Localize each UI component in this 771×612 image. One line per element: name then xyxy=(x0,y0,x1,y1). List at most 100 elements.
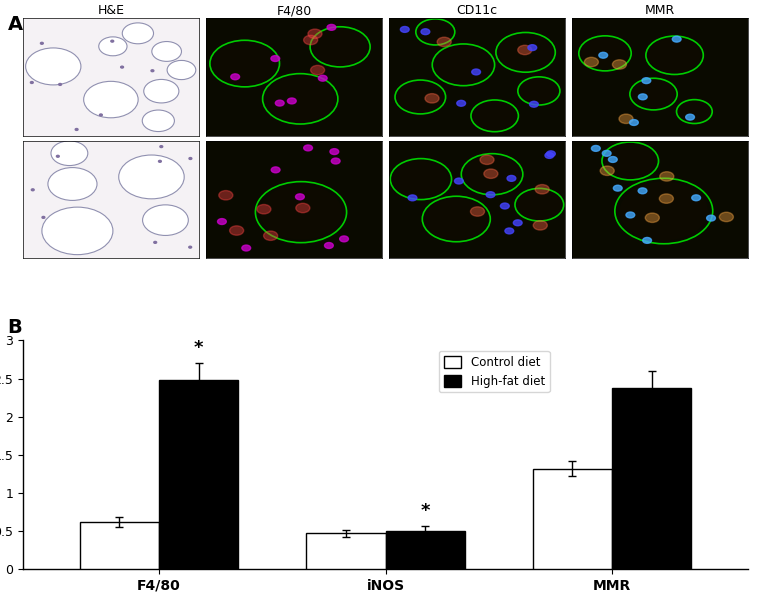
Circle shape xyxy=(153,242,157,244)
Circle shape xyxy=(599,52,608,58)
Text: A: A xyxy=(8,15,23,34)
Title: H&E: H&E xyxy=(98,4,125,17)
Circle shape xyxy=(520,78,557,103)
Circle shape xyxy=(304,35,318,45)
Circle shape xyxy=(143,205,188,236)
Circle shape xyxy=(534,221,547,230)
Circle shape xyxy=(602,151,611,156)
Circle shape xyxy=(42,217,45,218)
Circle shape xyxy=(271,56,280,61)
Circle shape xyxy=(608,157,618,162)
Bar xyxy=(159,380,238,569)
Title: MMR: MMR xyxy=(645,4,675,17)
Circle shape xyxy=(271,167,280,173)
Circle shape xyxy=(547,151,555,157)
Circle shape xyxy=(436,46,491,84)
Circle shape xyxy=(425,94,439,103)
Circle shape xyxy=(308,29,322,39)
Circle shape xyxy=(418,20,453,43)
Circle shape xyxy=(505,228,513,234)
Circle shape xyxy=(600,166,614,176)
Circle shape xyxy=(219,190,233,200)
Circle shape xyxy=(692,195,701,201)
Circle shape xyxy=(484,169,498,179)
Circle shape xyxy=(160,146,163,147)
Legend: Control diet, High-fat diet: Control diet, High-fat diet xyxy=(439,351,550,392)
Circle shape xyxy=(121,66,123,68)
Circle shape xyxy=(393,160,449,198)
Circle shape xyxy=(426,198,487,239)
Circle shape xyxy=(643,237,651,244)
Circle shape xyxy=(40,42,43,44)
Circle shape xyxy=(584,58,598,67)
Circle shape xyxy=(648,38,700,73)
Circle shape xyxy=(638,94,647,100)
Circle shape xyxy=(119,155,184,199)
Circle shape xyxy=(437,37,451,47)
Circle shape xyxy=(266,76,334,122)
Circle shape xyxy=(678,101,710,122)
Circle shape xyxy=(518,45,532,54)
Circle shape xyxy=(454,178,463,184)
Circle shape xyxy=(685,114,695,120)
Circle shape xyxy=(614,185,622,191)
Circle shape xyxy=(530,102,538,107)
Circle shape xyxy=(464,155,520,193)
Circle shape xyxy=(473,102,516,130)
Circle shape xyxy=(25,48,81,85)
Circle shape xyxy=(340,236,348,242)
Circle shape xyxy=(313,29,367,65)
Text: *: * xyxy=(194,339,204,357)
Circle shape xyxy=(528,45,537,51)
Circle shape xyxy=(242,245,251,251)
Circle shape xyxy=(626,212,635,218)
Circle shape xyxy=(288,98,296,104)
Circle shape xyxy=(325,242,333,248)
Circle shape xyxy=(620,182,708,241)
Circle shape xyxy=(632,80,675,108)
Circle shape xyxy=(264,231,278,241)
Circle shape xyxy=(513,220,522,226)
Circle shape xyxy=(151,70,154,72)
Circle shape xyxy=(318,75,327,81)
Circle shape xyxy=(645,213,659,222)
Circle shape xyxy=(421,29,429,35)
Circle shape xyxy=(487,192,495,198)
Circle shape xyxy=(214,43,276,84)
Circle shape xyxy=(672,36,681,42)
Circle shape xyxy=(56,155,59,157)
Bar xyxy=(533,469,612,569)
Circle shape xyxy=(472,69,480,75)
Circle shape xyxy=(295,194,305,200)
Circle shape xyxy=(84,81,138,118)
Circle shape xyxy=(638,188,647,194)
Bar xyxy=(386,531,465,569)
Circle shape xyxy=(189,157,192,160)
Circle shape xyxy=(143,110,174,132)
Circle shape xyxy=(535,185,549,194)
Circle shape xyxy=(304,145,312,151)
Circle shape xyxy=(456,100,466,106)
Circle shape xyxy=(480,155,494,165)
Circle shape xyxy=(470,207,484,216)
Circle shape xyxy=(143,80,179,103)
Circle shape xyxy=(111,40,113,42)
Circle shape xyxy=(260,185,342,240)
Circle shape xyxy=(400,26,409,32)
Circle shape xyxy=(152,42,181,61)
Text: B: B xyxy=(8,318,22,337)
Circle shape xyxy=(231,74,240,80)
Circle shape xyxy=(275,100,284,106)
Circle shape xyxy=(581,37,628,69)
Circle shape xyxy=(230,226,244,235)
Circle shape xyxy=(500,203,509,209)
Circle shape xyxy=(189,246,192,248)
Circle shape xyxy=(398,82,443,112)
Circle shape xyxy=(99,37,127,56)
Circle shape xyxy=(30,81,33,83)
Circle shape xyxy=(612,60,627,69)
Circle shape xyxy=(257,204,271,214)
Circle shape xyxy=(167,61,196,80)
Circle shape xyxy=(311,65,325,75)
Circle shape xyxy=(32,189,34,191)
